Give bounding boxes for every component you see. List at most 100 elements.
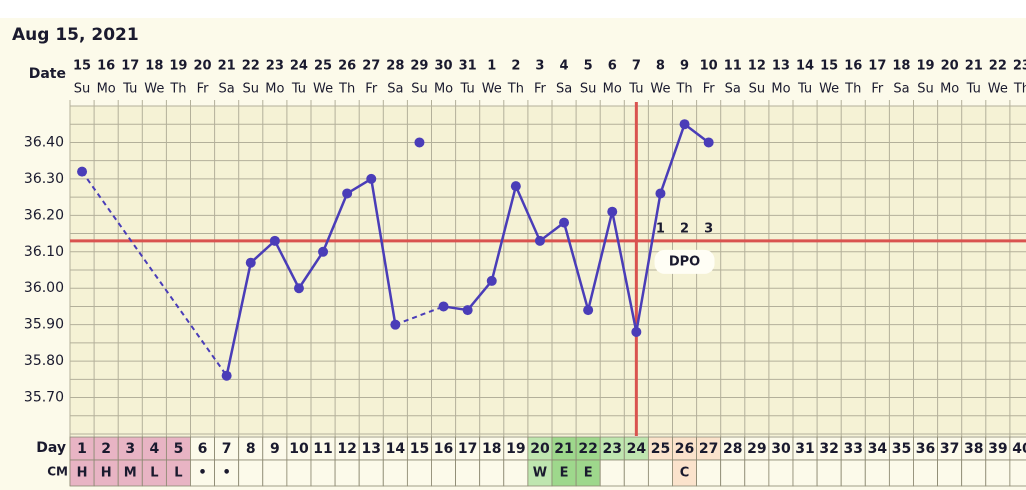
date-label: 8 bbox=[656, 59, 665, 74]
weekday-label: Sa bbox=[725, 82, 741, 97]
cm-cell bbox=[479, 459, 505, 487]
cm-cell bbox=[889, 459, 914, 487]
cm-cell bbox=[69, 459, 95, 487]
day-number: 32 bbox=[819, 441, 838, 457]
day-number: 4 bbox=[149, 441, 159, 457]
cm-value: H bbox=[77, 466, 88, 481]
temperature-point bbox=[655, 188, 666, 199]
cm-value: W bbox=[533, 466, 547, 481]
weekday-label: Sa bbox=[219, 82, 235, 97]
temperature-point bbox=[559, 217, 570, 228]
weekday-label: Th bbox=[169, 82, 186, 97]
dpo-text: DPO bbox=[669, 254, 700, 269]
date-label: 19 bbox=[169, 59, 187, 74]
cm-value: L bbox=[174, 466, 182, 481]
day-number: 3 bbox=[125, 441, 135, 457]
cm-cell bbox=[744, 459, 770, 487]
weekday-label: We bbox=[819, 82, 839, 97]
day-number: 27 bbox=[699, 441, 718, 457]
day-number: 21 bbox=[554, 441, 573, 457]
cm-cell bbox=[141, 459, 167, 487]
cm-cell bbox=[334, 459, 360, 487]
y-tick-label: 35.70 bbox=[24, 390, 64, 406]
cm-cell bbox=[792, 459, 818, 487]
temperature-point bbox=[583, 305, 594, 316]
date-label: 12 bbox=[748, 59, 766, 74]
weekday-label: Su bbox=[917, 82, 934, 97]
cm-label: CM bbox=[47, 465, 68, 479]
dpo-number: 2 bbox=[680, 221, 689, 236]
date-label: 20 bbox=[941, 59, 959, 74]
temperature-point bbox=[486, 275, 497, 286]
date-label: 24 bbox=[290, 59, 308, 74]
dashed-connector bbox=[81, 171, 228, 377]
cm-cell bbox=[864, 459, 890, 487]
cm-value: M bbox=[124, 466, 137, 481]
date-label: Date bbox=[29, 66, 66, 82]
date-label: 26 bbox=[338, 59, 356, 74]
weekday-label: Mo bbox=[771, 82, 790, 97]
weekday-label: Mo bbox=[434, 82, 453, 97]
date-label: 16 bbox=[844, 59, 862, 74]
cm-cell bbox=[696, 459, 722, 487]
date-label: 13 bbox=[772, 59, 790, 74]
cm-value: L bbox=[150, 466, 158, 481]
day-number: 11 bbox=[313, 441, 332, 457]
weekday-label: Sa bbox=[387, 82, 403, 97]
dpo-badge bbox=[654, 249, 715, 274]
day-number: 10 bbox=[289, 441, 309, 457]
date-label: 28 bbox=[386, 59, 404, 74]
date-label: 18 bbox=[892, 59, 910, 74]
cm-cell bbox=[961, 459, 987, 487]
cm-value: E bbox=[560, 466, 569, 481]
y-tick-label: 36.20 bbox=[24, 207, 64, 223]
cm-cell bbox=[455, 459, 481, 487]
weekday-label: Th bbox=[675, 82, 692, 97]
cm-cell bbox=[117, 459, 143, 487]
weekday-label: Fr bbox=[197, 82, 210, 97]
cm-cell bbox=[503, 459, 529, 487]
date-label: 15 bbox=[820, 59, 838, 74]
day-number: 31 bbox=[795, 441, 814, 457]
day-number: 34 bbox=[868, 441, 888, 457]
weekday-label: Fr bbox=[703, 82, 716, 97]
date-label: 31 bbox=[459, 59, 477, 74]
weekday-label: Su bbox=[580, 82, 597, 97]
weekday-label: Mo bbox=[265, 82, 284, 97]
date-label: 17 bbox=[121, 59, 139, 74]
weekday-label: Th bbox=[844, 82, 861, 97]
date-label: 11 bbox=[724, 59, 742, 74]
day-number: 7 bbox=[222, 441, 232, 457]
weekday-label: Sa bbox=[893, 82, 909, 97]
weekday-label: Fr bbox=[534, 82, 547, 97]
y-tick-label: 36.40 bbox=[24, 134, 64, 150]
date-label: 30 bbox=[435, 59, 453, 74]
cm-cell bbox=[527, 459, 553, 487]
cm-cell bbox=[599, 459, 625, 487]
date-label: 6 bbox=[608, 59, 617, 74]
date-label: 9 bbox=[680, 59, 689, 74]
date-label: 25 bbox=[314, 59, 332, 74]
cm-cell bbox=[937, 459, 963, 487]
day-number: 22 bbox=[578, 441, 597, 457]
day-number: 33 bbox=[844, 441, 863, 457]
y-tick-label: 36.10 bbox=[24, 244, 64, 260]
date-label: 22 bbox=[242, 59, 260, 74]
cm-cell bbox=[1009, 459, 1026, 487]
cm-cell bbox=[382, 459, 408, 487]
day-number: 24 bbox=[627, 441, 647, 457]
weekday-label: We bbox=[313, 82, 333, 97]
y-tick-label: 36.00 bbox=[24, 280, 64, 296]
day-number: 19 bbox=[506, 441, 525, 457]
cm-cell bbox=[648, 459, 673, 487]
cm-cell bbox=[310, 459, 336, 487]
date-label: 17 bbox=[868, 59, 886, 74]
day-number: 2 bbox=[101, 441, 111, 457]
cm-cell bbox=[840, 459, 866, 487]
plot-area bbox=[70, 106, 1026, 436]
temperature-point bbox=[77, 166, 88, 177]
temperature-point bbox=[510, 181, 521, 192]
date-label: 23 bbox=[1013, 59, 1026, 74]
weekday-label: Th bbox=[1013, 82, 1026, 97]
